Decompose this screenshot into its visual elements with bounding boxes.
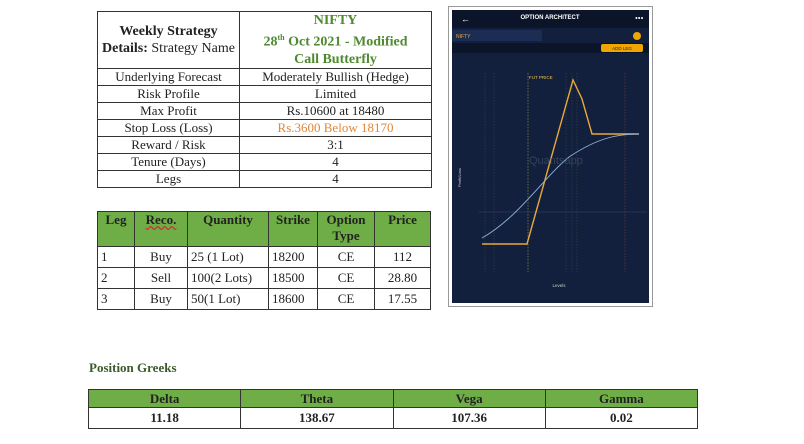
legs-table: Leg Reco. Quantity Strike Option Type Pr… [97, 211, 431, 310]
legs-header-row: Leg Reco. Quantity Strike Option Type Pr… [97, 211, 431, 247]
strategy-details-table: Weekly Strategy Details: Strategy Name N… [97, 11, 432, 188]
leg-row: 3 Buy 50(1 Lot) 18600 CE 17.55 [97, 288, 431, 310]
app-title: OPTION ARCHITECT [520, 15, 579, 21]
detail-row: Underlying Forecast Moderately Bullish (H… [97, 67, 432, 86]
greeks-value-row: 11.18 138.67 107.36 0.02 [87, 407, 699, 429]
greeks-header-row: Delta Theta Vega Gamma [87, 389, 699, 408]
detail-row: Legs 4 [97, 169, 432, 188]
detail-row: Tenure (Days) 4 [97, 152, 432, 171]
svg-text:ADD LEG: ADD LEG [612, 46, 632, 51]
detail-row: Reward / Risk 3:1 [97, 135, 432, 154]
detail-row: Max Profit Rs.10600 at 18480 [97, 101, 432, 120]
position-greeks-title: Position Greeks [89, 360, 177, 375]
payoff-screenshot: ← OPTION ARCHITECT ••• NIFTY ADD LEG FUT… [448, 6, 653, 307]
detail-row: Risk Profile Limited [97, 84, 432, 103]
detail-row: Stop Loss (Loss) Rs.3600 Below 18170 [97, 118, 432, 137]
greeks-table: Delta Theta Vega Gamma 11.18 138.67 107.36 0.0… [87, 389, 699, 429]
strategy-name: NIFTY 28th Oct 2021 - Modified Call Butter… [239, 11, 432, 69]
leg-row: 2 Sell 100(2 Lots) 18500 CE 28.80 [97, 267, 431, 289]
watermark: Quantsapp [529, 155, 583, 167]
add-leg-button [601, 44, 643, 52]
more-icon: ••• [635, 14, 644, 23]
svg-text:Levels: Levels [552, 283, 566, 288]
svg-text:FUT PRICE: FUT PRICE [529, 75, 553, 80]
header-label-bold: Weekly Strategy Details: [102, 23, 218, 56]
header-label-rest: Strategy Name [147, 40, 235, 56]
payoff-line [482, 78, 639, 245]
leg-row: 1 Buy 25 (1 Lot) 18200 CE 112 [97, 246, 431, 268]
strategy-header-row: Weekly Strategy Details: Strategy Name N… [97, 11, 432, 69]
back-arrow-icon: ← [461, 14, 470, 24]
t0-line [481, 133, 640, 239]
svg-text:Profit/Loss: Profit/Loss [457, 168, 462, 187]
symbol-select: NIFTY [456, 34, 471, 40]
